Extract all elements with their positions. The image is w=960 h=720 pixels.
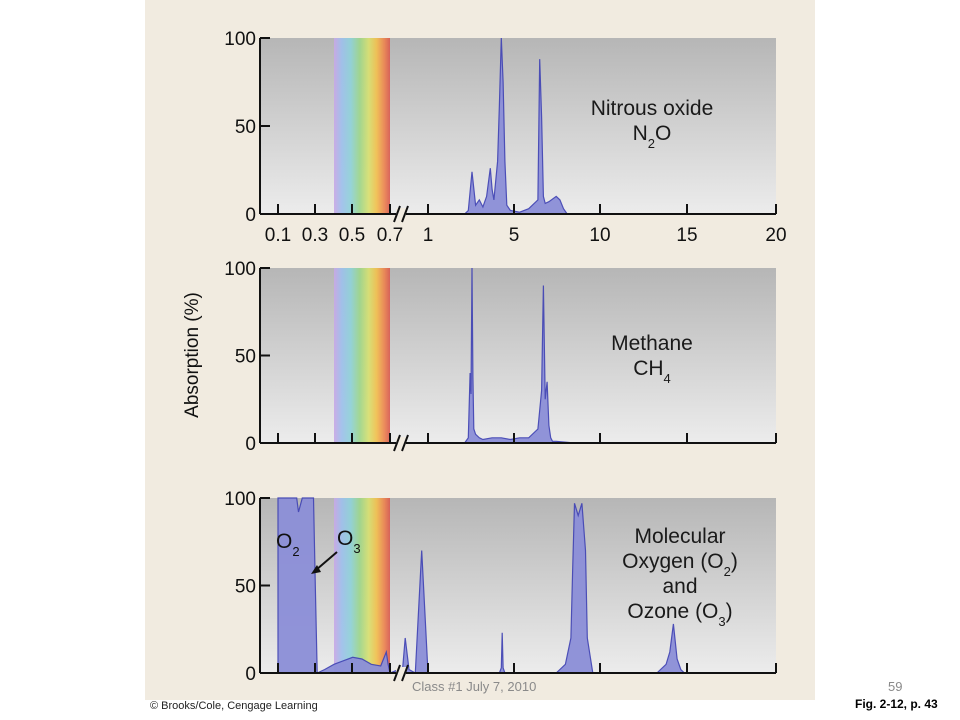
y-tick-label: 100 [224,259,256,280]
annotation-o2: O2 [276,530,300,559]
x-tick-label: 1 [423,225,434,246]
x-tick-label: 0.3 [302,225,328,246]
absorption-series-1 [463,37,569,215]
y-tick-label: 0 [245,205,256,226]
chart-title-line: Oxygen (O2) [622,550,738,579]
absorption-series-4 [554,503,594,674]
absorption-series-1 [277,497,318,674]
x-tick-label: 10 [589,225,610,246]
axis-break-mark [393,434,401,452]
visible-spectrum-band [334,498,390,673]
axis-break-gap [396,208,406,220]
chart-title-line: Molecular [634,525,725,548]
x-tick-label: 0.7 [377,225,403,246]
axis-break-mark [401,664,409,682]
axis-break-mark [401,434,409,452]
chart-title-line: N2O [633,122,672,151]
y-tick-label: 50 [235,347,256,368]
slide-footer-text: Class #1 July 7, 2010 [412,679,537,694]
y-tick-label: 50 [235,117,256,138]
credit-line: © Brooks/Cole, Cengage Learning [150,700,318,712]
axis-break-gap [396,667,406,679]
ylabel-group: Absorption (%) [182,292,203,418]
y-tick-label: 100 [224,29,256,50]
slide-number: 59 [888,679,903,694]
y-tick-label: 100 [224,489,256,510]
axis-break-gap [396,437,406,449]
annotation-arrow-line [315,551,338,571]
x-tick-label: 0.5 [339,225,365,246]
annotation-o3: O3 [337,527,361,556]
y-tick-label: 0 [245,664,256,685]
absorption-series-2 [316,550,429,674]
axis-break-mark [401,205,409,223]
visible-spectrum-band [334,268,390,443]
visible-spectrum-band [334,38,390,214]
ylabel: Absorption (%) [182,292,203,418]
annotation-arrowhead [311,565,321,574]
x-tick-label: 0.1 [265,225,291,246]
slide-left-margin [0,0,145,720]
y-tick-label: 0 [245,434,256,455]
chart-title-line: CH4 [633,357,671,386]
x-tick-label: 20 [765,225,786,246]
chart-title-line: and [662,575,697,598]
x-tick-label: 5 [509,225,520,246]
chart-title-line: Nitrous oxide [591,97,714,120]
x-tick-label: 15 [676,225,697,246]
axis-break-mark [393,664,401,682]
chart-title-line: Methane [611,332,693,355]
y-tick-label: 50 [235,577,256,598]
figure-reference: Fig. 2-12, p. 43 [855,697,938,711]
chart-title-line: Ozone (O3) [627,600,732,629]
axis-break-mark [393,205,401,223]
